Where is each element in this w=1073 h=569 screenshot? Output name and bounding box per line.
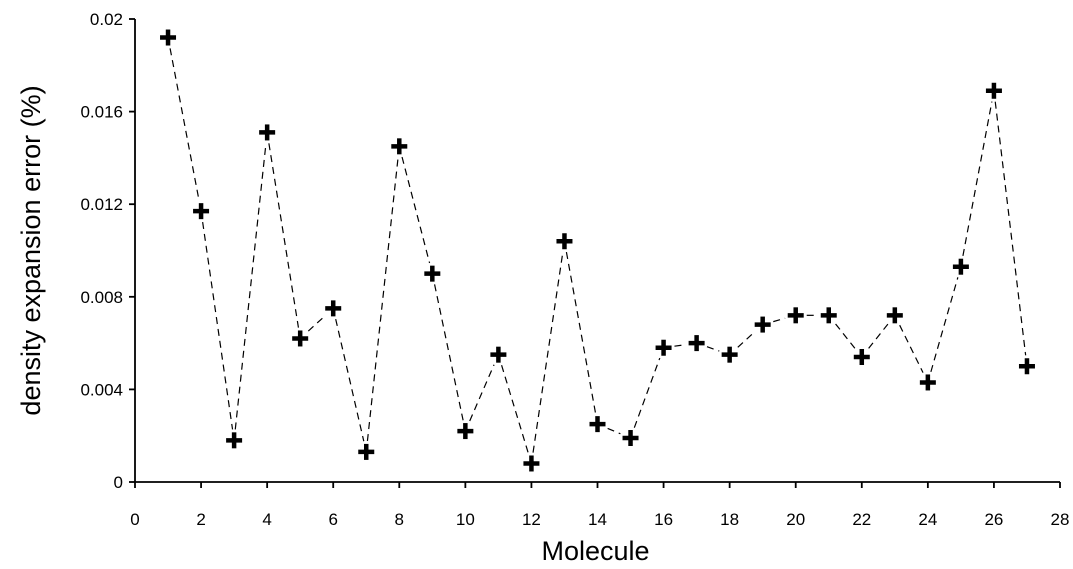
data-point: [226, 432, 243, 449]
data-point: [160, 29, 177, 46]
data-point: [952, 258, 969, 275]
series-segment: [234, 143, 267, 430]
x-tick-label: 14: [588, 510, 607, 529]
series-line: [169, 48, 1027, 454]
x-tick-label: 8: [395, 510, 404, 529]
x-tick-label: 6: [328, 510, 337, 529]
series-segment: [469, 364, 495, 422]
series-segment: [335, 318, 365, 442]
series-segment: [169, 48, 200, 201]
data-point: [721, 346, 738, 363]
series-segment: [307, 315, 326, 332]
x-axis-ticks: 0 2 4 6 8 10 12 14 16 18 20 22 24 26 28: [130, 482, 1069, 529]
series-segment: [835, 323, 856, 349]
x-tick-label: 10: [456, 510, 475, 529]
x-tick-label: 16: [654, 510, 673, 529]
data-point: [655, 339, 672, 356]
data-point: [919, 374, 936, 391]
data-point: [820, 307, 837, 324]
data-points: [160, 29, 1035, 472]
x-tick-label: 0: [130, 510, 139, 529]
data-point: [523, 455, 540, 472]
series-segment: [633, 357, 661, 428]
data-point: [424, 265, 441, 282]
y-tick-label: 0.02: [90, 10, 123, 29]
data-point: [1018, 358, 1035, 375]
y-tick-label: 0.008: [80, 288, 123, 307]
data-point: [853, 348, 870, 365]
series-segment: [202, 221, 234, 430]
series-segment: [737, 331, 755, 348]
data-point: [754, 316, 771, 333]
data-point: [292, 330, 309, 347]
series-segment: [366, 157, 399, 442]
y-axis-ticks: 0 0.004 0.008 0.012 0.016 0.02: [80, 10, 135, 492]
data-point: [391, 138, 408, 155]
x-tick-label: 20: [786, 510, 805, 529]
series-segment: [532, 252, 564, 453]
x-tick-label: 12: [522, 510, 541, 529]
y-tick-label: 0.004: [80, 380, 123, 399]
series-segment: [674, 344, 686, 347]
x-tick-label: 22: [852, 510, 871, 529]
data-point: [787, 307, 804, 324]
data-point: [259, 124, 276, 141]
series-segment: [930, 277, 959, 373]
y-tick-label: 0: [114, 473, 123, 492]
series-segment: [433, 284, 464, 421]
x-tick-label: 18: [720, 510, 739, 529]
y-tick-label: 0.012: [80, 195, 123, 214]
x-tick-label: 24: [918, 510, 937, 529]
y-tick-label: 0.016: [80, 103, 123, 122]
data-point: [556, 233, 573, 250]
series-segment: [868, 323, 889, 349]
data-point: [985, 82, 1002, 99]
data-point: [589, 416, 606, 433]
series-segment: [607, 427, 621, 435]
series-segment: [401, 156, 431, 264]
series-segment: [899, 324, 924, 373]
x-tick-label: 28: [1051, 510, 1070, 529]
data-point: [688, 335, 705, 352]
series-segment: [501, 365, 529, 454]
series-segment: [773, 317, 786, 323]
data-point: [193, 203, 210, 220]
series-segment: [565, 251, 597, 414]
data-point: [358, 443, 375, 460]
x-tick-label: 2: [196, 510, 205, 529]
x-tick-label: 26: [984, 510, 1003, 529]
axes: [134, 19, 1060, 483]
series-segment: [706, 346, 720, 352]
data-point: [622, 430, 639, 447]
series-segment: [962, 101, 993, 257]
data-point: [325, 300, 342, 317]
series-segment: [268, 143, 300, 328]
data-point: [490, 346, 507, 363]
data-point: [457, 423, 474, 440]
series-segment: [994, 101, 1027, 356]
data-point: [886, 307, 903, 324]
x-axis-title: Molecule: [541, 536, 649, 566]
x-tick-label: 4: [262, 510, 271, 529]
y-axis-title: density expansion error (%): [16, 85, 46, 415]
